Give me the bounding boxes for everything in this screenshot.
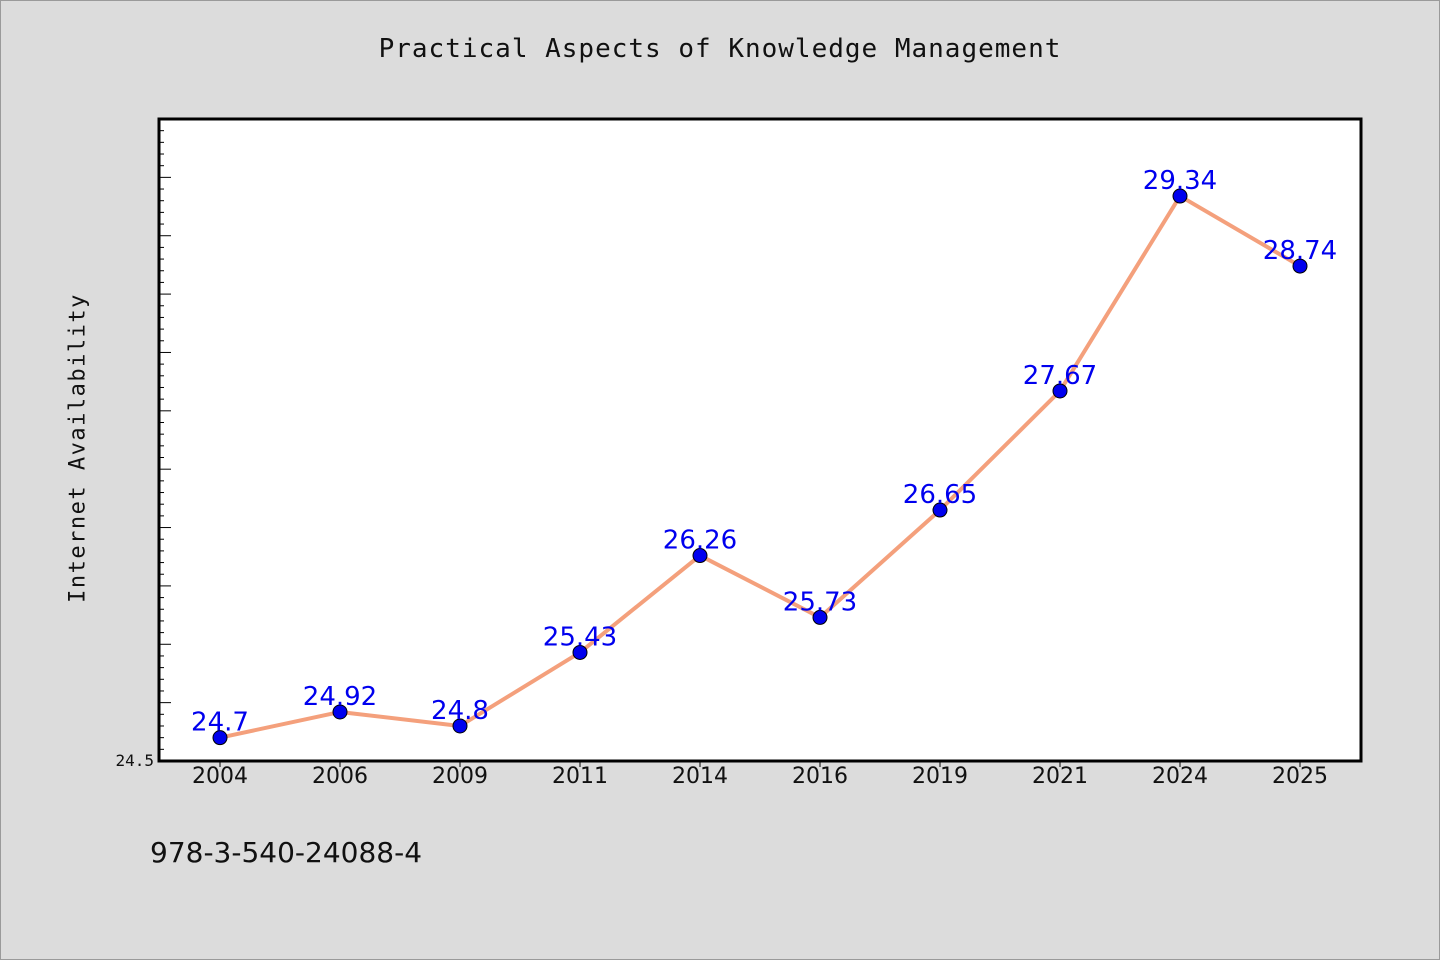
data-point: [812, 609, 828, 625]
data-label: 26.65: [903, 480, 977, 510]
data-point: [692, 548, 708, 564]
x-tick-label: 2016: [792, 764, 848, 789]
x-tick-label: 2004: [192, 764, 248, 789]
data-point: [1292, 258, 1308, 274]
series-line: [219, 194, 1302, 740]
data-point: [332, 704, 348, 720]
x-tick-label: 2024: [1152, 764, 1208, 789]
x-axis-ticks: 2004 2006 2009 2011 2014 2016 2019 2021 2024 2025: [192, 761, 1328, 789]
data-label: 29.34: [1143, 166, 1217, 196]
data-label: 24.92: [303, 682, 377, 712]
data-point: [572, 644, 588, 660]
plot-area: [157, 117, 1363, 763]
x-tick-label: 2014: [672, 764, 728, 789]
x-tick-label: 2019: [912, 764, 968, 789]
x-tick-label: 2009: [432, 764, 488, 789]
data-label: 24.7: [191, 708, 249, 738]
x-tick-label: 2021: [1032, 764, 1088, 789]
data-point: [932, 502, 948, 518]
data-point: [1052, 383, 1068, 399]
data-label: 24.8: [431, 696, 489, 726]
data-label: 25.43: [543, 622, 617, 652]
x-tick-label: 2006: [312, 764, 368, 789]
data-label: 27.67: [1023, 361, 1097, 391]
data-label: 25.73: [783, 587, 857, 617]
data-label: 28.74: [1263, 236, 1337, 266]
isbn-text: 978-3-540-24088-4: [150, 836, 423, 869]
y-tick-label-min: 24.5: [115, 751, 154, 770]
series-layer: 24.7 24.92 24.8 25.43 26.26 25.73 26.65 27.67 29…: [191, 166, 1337, 746]
y-axis-ticks: [159, 118, 171, 762]
chart-title: Practical Aspects of Knowledge Managemen…: [378, 34, 1062, 64]
data-label: 26.26: [663, 526, 737, 556]
data-point: [1172, 188, 1188, 204]
x-tick-label: 2011: [552, 764, 608, 789]
data-point: [452, 718, 468, 734]
x-tick-label: 2025: [1272, 764, 1328, 789]
data-point: [212, 730, 228, 746]
